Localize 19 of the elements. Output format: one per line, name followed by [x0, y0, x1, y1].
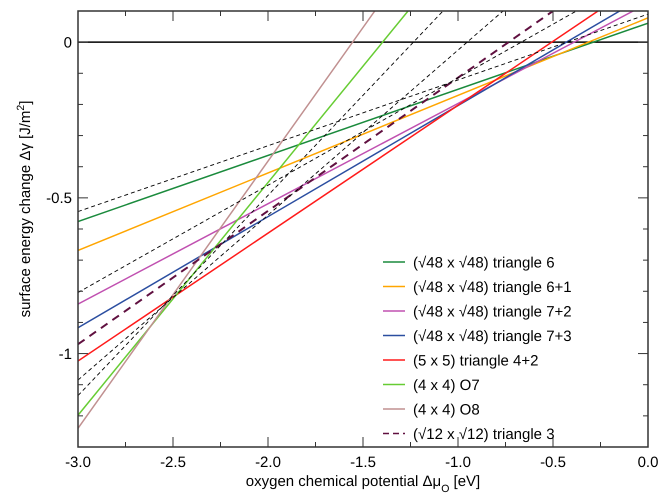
- y-tick-label: -1: [58, 346, 72, 363]
- legend-label: (4 x 4) O8: [413, 401, 480, 418]
- y-tick-label: 0: [64, 34, 72, 52]
- legend-label: (4 x 4) O7: [413, 376, 480, 394]
- legend-label: (5 x 5) triangle 4+2: [413, 352, 538, 370]
- legend-label: (√48 x √48) triangle 7+3: [413, 328, 572, 345]
- x-tick-label: -2.5: [160, 454, 186, 471]
- x-tick-label: -1.0: [445, 454, 471, 471]
- y-tick-label: -0.5: [46, 190, 72, 208]
- x-tick-label: -2.0: [255, 454, 281, 471]
- legend-label: (√12 x √12) triangle 3: [413, 426, 555, 443]
- x-tick-label: -3.0: [65, 454, 91, 471]
- x-tick-label: -0.5: [540, 454, 566, 471]
- legend-label: (√48 x √48) triangle 6: [413, 254, 555, 272]
- x-tick-label: -1.5: [350, 454, 376, 471]
- legend-label: (√48 x √48) triangle 6+1: [413, 278, 572, 296]
- legend-label: (√48 x √48) triangle 7+2: [413, 303, 572, 320]
- x-axis-title: oxygen chemical potential Δμ$_{O}$ [eV]: [246, 473, 480, 494]
- x-tick-label: 0.0: [638, 454, 658, 471]
